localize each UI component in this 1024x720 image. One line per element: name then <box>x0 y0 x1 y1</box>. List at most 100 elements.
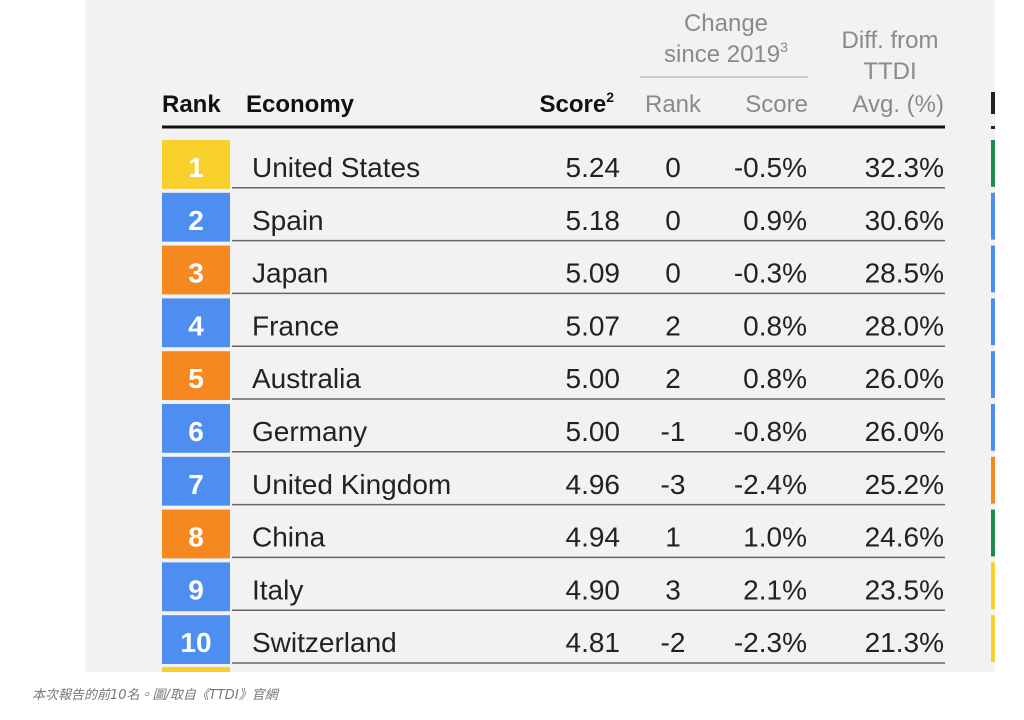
header-change: Change <box>684 10 768 37</box>
diff: 26.0% <box>865 363 944 394</box>
panel <box>85 0 995 672</box>
diff: 23.5% <box>865 574 944 605</box>
score-change: -2.3% <box>734 627 807 658</box>
rank: 10 <box>180 627 211 658</box>
diff: 30.6% <box>865 205 944 236</box>
rank-badge <box>162 509 230 559</box>
header-score: Score2 <box>540 89 615 118</box>
economy: Switzerland <box>252 627 397 658</box>
score-change: -0.8% <box>734 416 807 447</box>
rank-badge <box>162 351 230 400</box>
rank-badge <box>162 298 230 348</box>
cut-column-bar <box>991 456 995 504</box>
rank-change: 2 <box>665 363 681 394</box>
score: 5.24 <box>566 152 621 183</box>
rank: 2 <box>188 205 204 236</box>
score-change: -2.4% <box>734 469 807 500</box>
rank: 4 <box>188 310 204 341</box>
cut-column <box>991 92 995 114</box>
rank-badge <box>162 404 230 453</box>
score-change: -0.5% <box>734 152 807 183</box>
cut-column-bar <box>991 298 995 346</box>
score: 5.09 <box>566 258 621 289</box>
footnote-mark: 3 <box>780 39 788 55</box>
next-row-badge <box>162 667 230 672</box>
score-change: 0.8% <box>743 363 807 394</box>
diff: 26.0% <box>865 416 944 447</box>
footnote-mark: 2 <box>606 89 614 105</box>
rank-change: 3 <box>665 574 681 605</box>
score: 5.00 <box>566 416 621 447</box>
rank-change: 0 <box>665 205 681 236</box>
economy: Germany <box>252 416 367 447</box>
header-diff: Diff. from <box>842 27 939 54</box>
rank-badge <box>162 192 230 242</box>
rank: 3 <box>188 258 204 289</box>
header-diff: Avg. (%) <box>852 91 944 118</box>
rank-badge <box>162 562 230 612</box>
header-change-rank: Rank <box>645 91 702 118</box>
economy: United States <box>252 152 420 183</box>
rank: 6 <box>188 416 204 447</box>
score: 4.90 <box>566 574 621 605</box>
score: 4.94 <box>566 522 621 553</box>
score: 4.96 <box>566 469 621 500</box>
header-diff: TTDI <box>863 58 916 85</box>
economy: Japan <box>252 258 328 289</box>
header-change-score: Score <box>745 91 808 118</box>
score: 4.81 <box>566 627 621 658</box>
header-text: since 2019 <box>664 41 780 68</box>
cut-column-bar <box>991 192 995 240</box>
cut-column-bar <box>991 140 995 187</box>
rank-badge <box>162 140 230 189</box>
cut-column-bar <box>991 404 995 451</box>
header-rank: Rank <box>162 91 221 118</box>
cut-column-bar <box>991 615 995 662</box>
score: 5.18 <box>566 205 621 236</box>
score-change: 1.0% <box>743 522 807 553</box>
diff: 28.0% <box>865 310 944 341</box>
rank-badge <box>162 245 230 295</box>
diff: 28.5% <box>865 258 944 289</box>
diff: 32.3% <box>865 152 944 183</box>
cut-column-bar <box>991 245 995 293</box>
header-change-line2: since 20193 <box>664 39 788 68</box>
score: 5.07 <box>566 310 621 341</box>
rank: 5 <box>188 363 204 394</box>
economy: China <box>252 522 326 553</box>
cut-column-bar <box>991 562 995 610</box>
caption: 本次報告的前10名。圖/取自《TTDI》官網 <box>32 688 280 703</box>
rank: 8 <box>188 522 204 553</box>
rank-change: 0 <box>665 258 681 289</box>
rank: 9 <box>188 574 204 605</box>
score-change: 2.1% <box>743 574 807 605</box>
rank-change: -1 <box>661 416 686 447</box>
cut-column-bar <box>991 509 995 557</box>
score-change: 0.9% <box>743 205 807 236</box>
cut-column-bar <box>991 351 995 398</box>
rank-change: 0 <box>665 152 681 183</box>
cut-column <box>991 126 995 129</box>
rank-badge <box>162 615 230 664</box>
rank-change: -3 <box>661 469 686 500</box>
economy: Spain <box>252 205 324 236</box>
rank-change: 1 <box>665 522 681 553</box>
diff: 25.2% <box>865 469 944 500</box>
score-change: 0.8% <box>743 310 807 341</box>
header-text: Score <box>540 91 607 118</box>
score: 5.00 <box>566 363 621 394</box>
economy: United Kingdom <box>252 469 451 500</box>
rank: 7 <box>188 469 204 500</box>
score-change: -0.3% <box>734 258 807 289</box>
rank-change: -2 <box>661 627 686 658</box>
header-economy: Economy <box>246 91 355 118</box>
economy: Italy <box>252 574 303 605</box>
rank-badge <box>162 456 230 506</box>
diff: 24.6% <box>865 522 944 553</box>
diff: 21.3% <box>865 627 944 658</box>
rank: 1 <box>188 152 204 183</box>
economy: France <box>252 310 339 341</box>
